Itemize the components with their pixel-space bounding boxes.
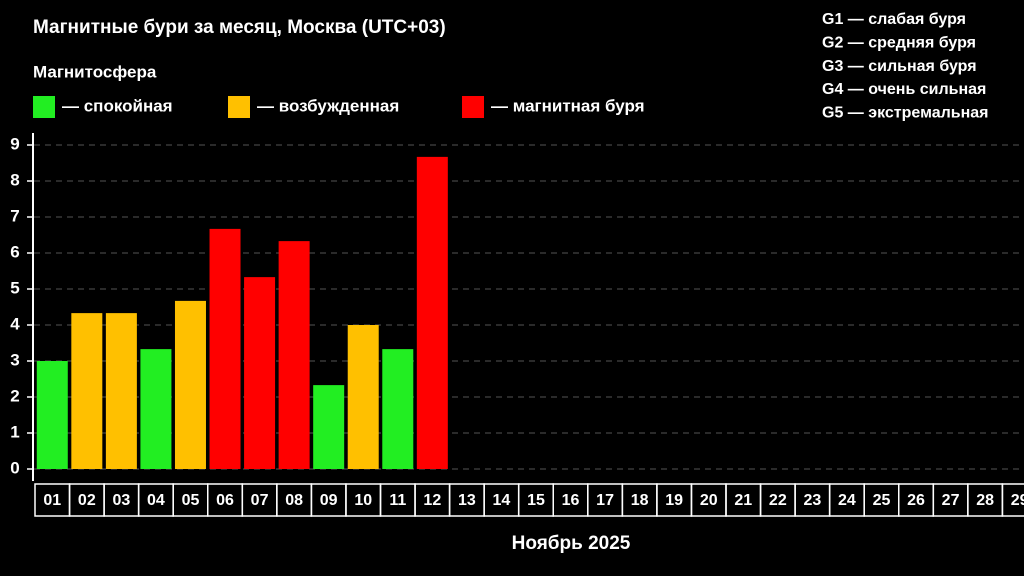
y-tick-label: 2 xyxy=(10,386,19,405)
y-tick-label: 3 xyxy=(10,350,19,369)
y-tick-label: 1 xyxy=(10,422,19,441)
x-tick-label: 10 xyxy=(354,492,372,509)
bar xyxy=(347,325,379,469)
category-cell xyxy=(1001,483,1024,517)
bar xyxy=(278,241,310,469)
legend-label: — магнитная буря xyxy=(491,96,645,115)
legend-title: Магнитосфера xyxy=(33,62,157,81)
x-tick-label: 02 xyxy=(78,492,96,509)
y-tick-label: 4 xyxy=(10,314,20,333)
y-tick-label: 7 xyxy=(10,206,19,225)
x-tick-label: 28 xyxy=(976,492,994,509)
y-tick-label: 8 xyxy=(10,170,19,189)
bar xyxy=(209,228,241,469)
x-tick-label: 13 xyxy=(458,492,476,509)
x-tick-label: 21 xyxy=(734,492,752,509)
x-tick-label: 06 xyxy=(216,492,234,509)
g-scale-entry: G1 — слабая буря xyxy=(822,11,966,28)
x-tick-label: 11 xyxy=(389,492,406,509)
x-tick-label: 27 xyxy=(942,492,960,509)
legend-swatch xyxy=(462,96,484,118)
x-tick-label: 19 xyxy=(665,492,683,509)
x-tick-label: 18 xyxy=(631,492,649,509)
x-tick-label: 26 xyxy=(907,492,925,509)
x-axis-label: Ноябрь 2025 xyxy=(512,533,631,554)
legend-swatch xyxy=(33,96,55,118)
x-tick-label: 14 xyxy=(493,492,511,509)
legend-swatch xyxy=(228,96,250,118)
x-tick-label: 22 xyxy=(769,492,787,509)
bar xyxy=(382,349,414,469)
x-tick-label: 01 xyxy=(43,492,61,509)
bar xyxy=(416,156,448,469)
y-tick-label: 9 xyxy=(10,134,19,153)
legend-label: — возбужденная xyxy=(257,96,399,115)
bar xyxy=(174,300,206,469)
g-scale-entry: G2 — средняя буря xyxy=(822,35,976,52)
x-tick-label: 04 xyxy=(147,492,165,509)
bar xyxy=(105,313,137,469)
bar xyxy=(71,313,103,469)
x-tick-label: 05 xyxy=(182,492,200,509)
g-scale-entry: G3 — сильная буря xyxy=(822,58,977,75)
y-tick-label: 5 xyxy=(10,278,19,297)
legend-label: — спокойная xyxy=(62,96,173,115)
x-tick-label: 09 xyxy=(320,492,338,509)
bar xyxy=(244,277,276,469)
g-scale-entry: G5 — экстремальная xyxy=(822,104,988,121)
bar xyxy=(313,385,345,469)
x-tick-label: 23 xyxy=(803,492,821,509)
x-tick-label: 08 xyxy=(285,492,303,509)
x-tick-label: 07 xyxy=(251,492,269,509)
x-tick-label: 17 xyxy=(596,492,614,509)
x-tick-label: 25 xyxy=(873,492,891,509)
x-tick-label: 24 xyxy=(838,492,856,509)
chart-title: Магнитные бури за месяц, Москва (UTC+03) xyxy=(33,17,446,38)
g-scale-entry: G4 — очень сильная xyxy=(822,81,986,98)
y-tick-label: 0 xyxy=(10,458,19,477)
x-tick-label: 15 xyxy=(527,492,545,509)
x-tick-label: 03 xyxy=(112,492,130,509)
bar xyxy=(140,349,172,469)
x-tick-label: 20 xyxy=(700,492,718,509)
x-tick-label: 29 xyxy=(1011,492,1024,509)
y-tick-label: 6 xyxy=(10,242,19,261)
x-tick-label: 16 xyxy=(562,492,580,509)
x-tick-label: 12 xyxy=(423,492,441,509)
bar xyxy=(36,361,68,469)
